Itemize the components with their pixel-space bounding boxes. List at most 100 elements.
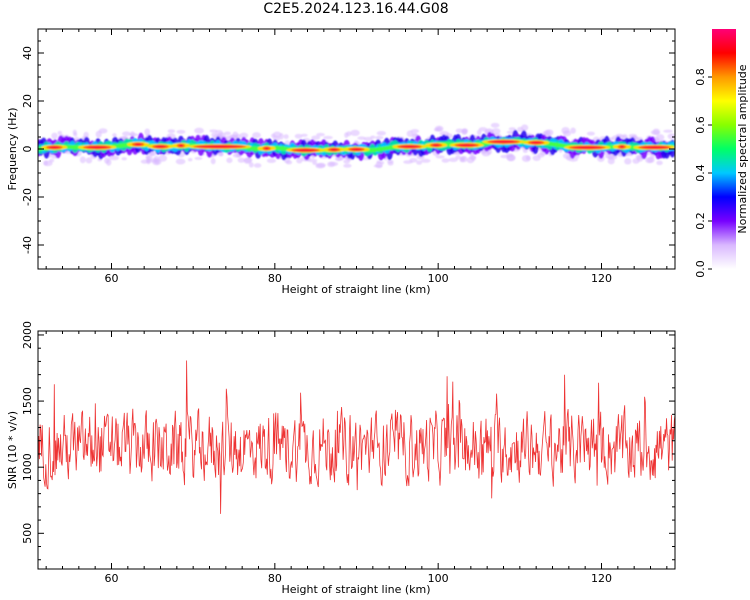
spectrogram-halo <box>83 131 89 139</box>
spectrogram-halo <box>316 132 325 137</box>
spectrogram-halo <box>187 157 193 162</box>
spectrogram-halo <box>624 157 632 165</box>
spectrogram-halo <box>225 135 231 139</box>
colorbar-gradient <box>712 29 736 269</box>
spectrogram-halo <box>420 158 431 163</box>
spectrogram-panel: 60 80 100 120 -40 -20 0 20 40 Height of straigh… <box>6 28 676 296</box>
snr-y-ticks: 500 1000 1500 2000 <box>21 321 675 561</box>
x-tick-label: 120 <box>591 272 612 285</box>
x-tick-label: 60 <box>105 272 119 285</box>
spectrogram-halo <box>615 133 623 137</box>
spectrogram-halo <box>226 157 233 164</box>
spectrogram-halo <box>650 153 655 159</box>
spectrogram-halo <box>79 156 86 164</box>
spectrogram-halo <box>252 132 261 139</box>
spectrogram-halo <box>435 155 445 159</box>
y-tick-label: -40 <box>21 236 34 254</box>
spectrogram-halo <box>145 155 151 160</box>
spectrogram-halo <box>570 127 576 134</box>
spectrogram-halo <box>112 133 117 137</box>
spectrogram-halo <box>235 133 241 140</box>
spectrogram-halo <box>363 136 373 142</box>
spectrogram-halo <box>218 152 224 157</box>
y-tick-label: 500 <box>21 523 34 544</box>
spectrogram-halo <box>104 157 110 164</box>
spectrogram-halo <box>239 132 249 139</box>
spectrogram-halo <box>376 131 387 136</box>
spectrogram-halo <box>532 155 541 161</box>
colorbar-tick-label: 0.6 <box>694 116 707 134</box>
spectrogram-halo <box>224 131 231 136</box>
y-tick-label: -20 <box>21 188 34 206</box>
spectrogram-halo <box>507 154 515 161</box>
spectrogram-halo <box>478 127 488 132</box>
spectrogram-halo <box>491 128 501 135</box>
y-tick-label: 1500 <box>21 387 34 415</box>
spectrogram-y-ticks: -40 -20 0 20 40 <box>21 40 675 258</box>
spectrogram-peak <box>619 145 624 149</box>
spectrogram-y-label: Frequency (Hz) <box>6 108 19 191</box>
y-tick-label: 20 <box>21 94 34 108</box>
colorbar-tick-label: 0.0 <box>694 260 707 278</box>
spectrogram-halo <box>237 157 246 163</box>
x-tick-label: 80 <box>268 572 282 585</box>
spectrogram-halo <box>439 131 450 136</box>
spectrogram-halo <box>312 161 318 166</box>
spectrogram-halo <box>373 164 383 168</box>
spectrogram-peak <box>489 140 518 144</box>
spectrogram-halo <box>471 155 476 161</box>
spectrogram-peak <box>264 147 269 150</box>
y-tick-label: 0 <box>21 146 34 153</box>
spectrogram-halo <box>272 131 282 138</box>
snr-series-line <box>37 360 676 514</box>
spectrogram-halo <box>158 154 168 162</box>
spectrogram-halo <box>43 160 53 167</box>
spectrogram-ridge <box>38 122 675 169</box>
spectrogram-halo <box>175 158 186 165</box>
spectrogram-halo <box>586 131 595 136</box>
spectrogram-halo <box>379 161 385 165</box>
spectrogram-halo <box>376 160 381 164</box>
spectrogram-halo <box>545 129 554 136</box>
y-tick-label: 40 <box>21 46 34 60</box>
spectrogram-peak <box>178 144 183 147</box>
spectrogram-halo <box>462 129 468 135</box>
spectrogram-halo <box>307 158 318 163</box>
spectrogram-halo <box>285 160 293 165</box>
spectrogram-halo <box>375 135 384 140</box>
spectrogram-peak <box>456 143 477 147</box>
spectrogram-halo <box>253 163 262 168</box>
spectrogram-peak <box>571 146 604 149</box>
spectrogram-halo <box>521 124 529 131</box>
colorbar-tick-label: 0.2 <box>694 212 707 230</box>
spectrogram-peak <box>48 146 61 149</box>
x-tick-label: 80 <box>268 272 282 285</box>
spectrogram-halo <box>311 135 321 140</box>
colorbar-tick-label: 0.8 <box>694 68 707 86</box>
spectrogram-halo <box>410 128 420 134</box>
spectrogram-halo <box>85 157 93 164</box>
spectrogram-halo <box>209 129 218 133</box>
spectrogram-halo <box>146 158 151 165</box>
y-tick-label: 1000 <box>21 453 34 481</box>
spectrogram-peak <box>154 145 167 148</box>
x-tick-label: 60 <box>105 572 119 585</box>
spectrogram-halo <box>650 130 661 135</box>
spectrogram-halo <box>109 155 120 161</box>
spectrogram-halo <box>72 129 77 135</box>
spectrogram-halo <box>476 129 482 136</box>
spectrogram-halo <box>176 129 186 134</box>
spectrogram-halo <box>448 157 458 163</box>
x-tick-label: 100 <box>428 272 449 285</box>
colorbar-tick-label: 0.4 <box>694 164 707 182</box>
spectrogram-halo <box>441 158 450 163</box>
spectrogram-halo <box>266 158 277 164</box>
snr-y-label: SNR (10 * v/v) <box>6 411 19 489</box>
spectrogram-halo <box>121 157 127 161</box>
spectrogram-halo <box>500 154 510 159</box>
spectrogram-peak <box>134 143 142 146</box>
spectrogram-peak <box>350 148 363 151</box>
spectrogram-peak <box>85 146 110 149</box>
spectrogram-halo <box>433 127 440 132</box>
spectrogram-halo <box>663 129 673 133</box>
